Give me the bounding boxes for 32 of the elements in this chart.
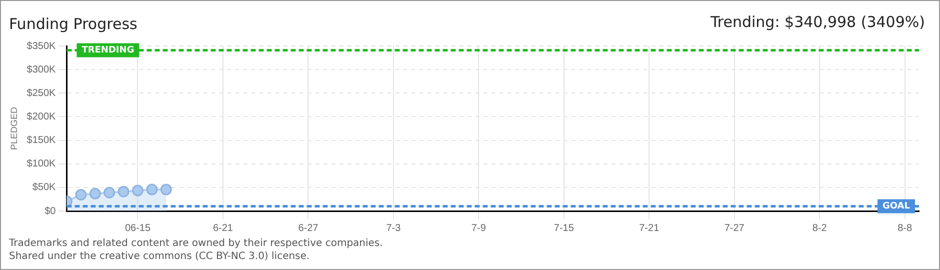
y-tick-label: $50K [32, 182, 56, 194]
point [146, 184, 158, 196]
chart-title: Funding Progress [9, 15, 138, 33]
x-tick-label: 7-27 [724, 222, 745, 234]
chart-subtitle: Trending: $340,998 (3409%) [710, 13, 925, 31]
y-tick-label: $150K [26, 135, 56, 146]
point [118, 186, 130, 198]
point [89, 188, 101, 200]
y-axis-title: PLEDGED [8, 106, 19, 150]
point [75, 188, 87, 200]
ref-line-label: GOAL [882, 202, 910, 212]
point [104, 186, 116, 198]
x-tick-label: 8-2 [812, 222, 828, 234]
point [132, 184, 144, 196]
y-tick-label: $300K [26, 64, 56, 76]
point [160, 184, 172, 196]
y-tick-label: $350K [26, 40, 56, 52]
x-tick-label: 7-21 [639, 222, 660, 234]
x-tick-label: 7-9 [471, 222, 486, 234]
y-tick-label: $250K [26, 88, 56, 99]
x-tick-label: 6-21 [212, 222, 234, 234]
x-tick-label: 7-15 [554, 222, 574, 234]
x-tick-label: 06-15 [124, 222, 151, 234]
y-tick-label: $100K [26, 158, 56, 170]
x-tick-label: 7-3 [386, 222, 402, 234]
y-tick-label: $0 [44, 206, 56, 217]
text: Shared under the creative commons (CC BY-NC 3.0) license. [9, 251, 310, 262]
text: Trademarks and related content are owned by their respective companies. [9, 238, 383, 249]
x-tick-label: 8-8 [898, 222, 912, 234]
ref-line-label: TRENDING [82, 46, 134, 56]
y-tick-label: $200K [26, 111, 56, 122]
x-tick-label: 6-27 [298, 222, 319, 234]
